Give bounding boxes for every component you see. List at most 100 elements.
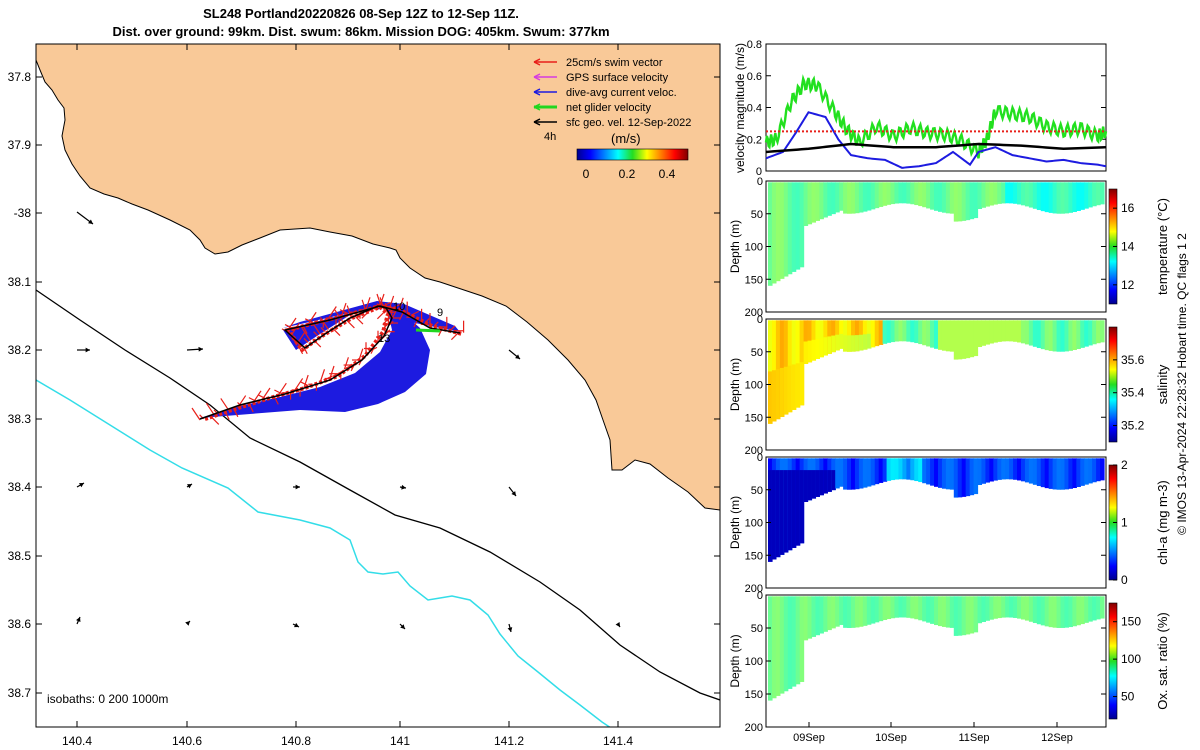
section-cell [823,182,828,218]
section-cell [768,596,773,701]
section-cell [1056,320,1062,352]
velocity-panel[interactable]: 0 0.2 0.4 0.6 0.8 velocity magnitude (m/s) [733,39,1108,178]
section-cell [961,320,967,359]
section-panel-1[interactable]: 0 50 100 150 200 Depth (m) 12 14 16 temperature (… [728,176,1170,319]
section-cell [977,320,983,348]
section-colorbar-label: temperature (°C) [1155,198,1170,295]
figure-title: SL248 Portland20220826 08-Sep 12Z to 12-… [203,6,519,21]
section-cell [957,320,963,360]
glider-track: 13 10 9 [191,293,465,425]
section-cell [1076,182,1081,212]
colorbar-tick-label: 35.6 [1121,353,1145,367]
section-cell [906,320,911,342]
map-ytick-label: 38.4 [8,480,32,494]
section-cell [779,470,785,555]
section-cell [953,458,959,498]
section-ytick-label: 100 [745,380,763,392]
section-cell [771,182,777,284]
section-cell [993,458,998,481]
section-cell [997,182,1002,204]
legend-label: dive-avg current veloc. [566,87,677,99]
section-xtick-label: 12Sep [1041,732,1073,744]
section-cell [1080,458,1085,486]
section-cell [858,596,864,627]
swim-vector [438,327,444,337]
section-cell [922,458,927,484]
section-cell [961,182,967,221]
section-cell [918,596,923,621]
section-cell [997,596,1002,619]
geo-velocity-arrowhead [187,484,192,489]
section-cell [1032,182,1038,209]
section-cell [922,320,927,346]
section-cell [775,369,781,420]
geo-velocity-arrowhead [507,627,513,632]
velocity-ytick-label: 0.2 [747,134,762,146]
section-cell [799,362,805,406]
swim-vector [341,302,347,316]
section-cell [965,458,971,497]
section-cell [831,596,836,629]
section-cell [858,334,864,351]
section-cell [934,320,939,349]
section-cell [949,458,955,490]
section-cell [945,182,951,214]
map-xtick-label: 140.8 [281,734,311,748]
section-cell [768,371,773,424]
section-cell [862,458,868,488]
section-cell [1024,458,1030,483]
section-cell [1080,320,1085,348]
section-cell [953,182,959,222]
colorbar-tick-label: 0 [1121,573,1128,587]
section-cell [957,182,963,222]
section-cell [1017,320,1022,343]
section-cell [847,596,852,628]
section-colorbar [1108,602,1118,720]
section-cell [930,320,935,348]
section-cell [957,458,963,498]
section-cell [1013,182,1018,204]
net-velocity-vector [415,328,441,333]
section-cell [870,320,876,348]
section-cell [827,182,832,216]
section-cell [819,338,824,358]
section-cell [1060,320,1066,352]
legend-arrowhead [533,73,541,81]
map-panel[interactable]: 13 10 9 140.4 140.6 140.8 141 141.2 141.4 37.8 37… [8,43,721,748]
section-cell [1032,320,1038,347]
section-cell [775,596,781,696]
section-cell [858,458,864,489]
section-cell [878,596,884,622]
section-panel-3[interactable]: 0 50 100 150 200 Depth (m) 0 1 2 chl-a (mg m-3) [728,452,1170,595]
swim-vector [334,309,344,323]
section-cell [1068,182,1073,213]
section-cell [1001,596,1006,618]
section-cell [890,596,896,619]
section-cell [941,182,947,213]
section-cell [914,182,919,206]
section-cell [1005,320,1010,342]
section-cell [882,458,888,482]
map-axes: 140.4 140.6 140.8 141 141.2 141.4 37.8 37.9 -38 3… [8,44,720,748]
section-cell [965,596,971,635]
section-panel-4[interactable]: 0 50 100 150 200 Depth (m) 50 100 150 Ox. sat. ra… [728,590,1170,744]
section-cell [1064,596,1070,628]
swim-vector [294,378,304,391]
section-cell [771,596,777,699]
section-cell [851,182,856,214]
section-cell [930,182,935,210]
section-ytick-label: 150 [745,412,763,424]
section-cell [1092,596,1097,621]
section-cell [1040,320,1046,350]
section-panel-2[interactable]: 0 50 100 150 200 Depth (m) 35.2 35.4 35.6 salinit… [728,314,1170,457]
section-cell [1056,182,1062,214]
section-cell [898,458,903,480]
section-xtick-label: 11Sep [959,732,990,744]
section-cell [787,182,793,275]
section-cell [795,182,801,270]
section-cell [1072,596,1077,627]
section-cell [949,596,955,628]
section-cell [926,596,931,623]
